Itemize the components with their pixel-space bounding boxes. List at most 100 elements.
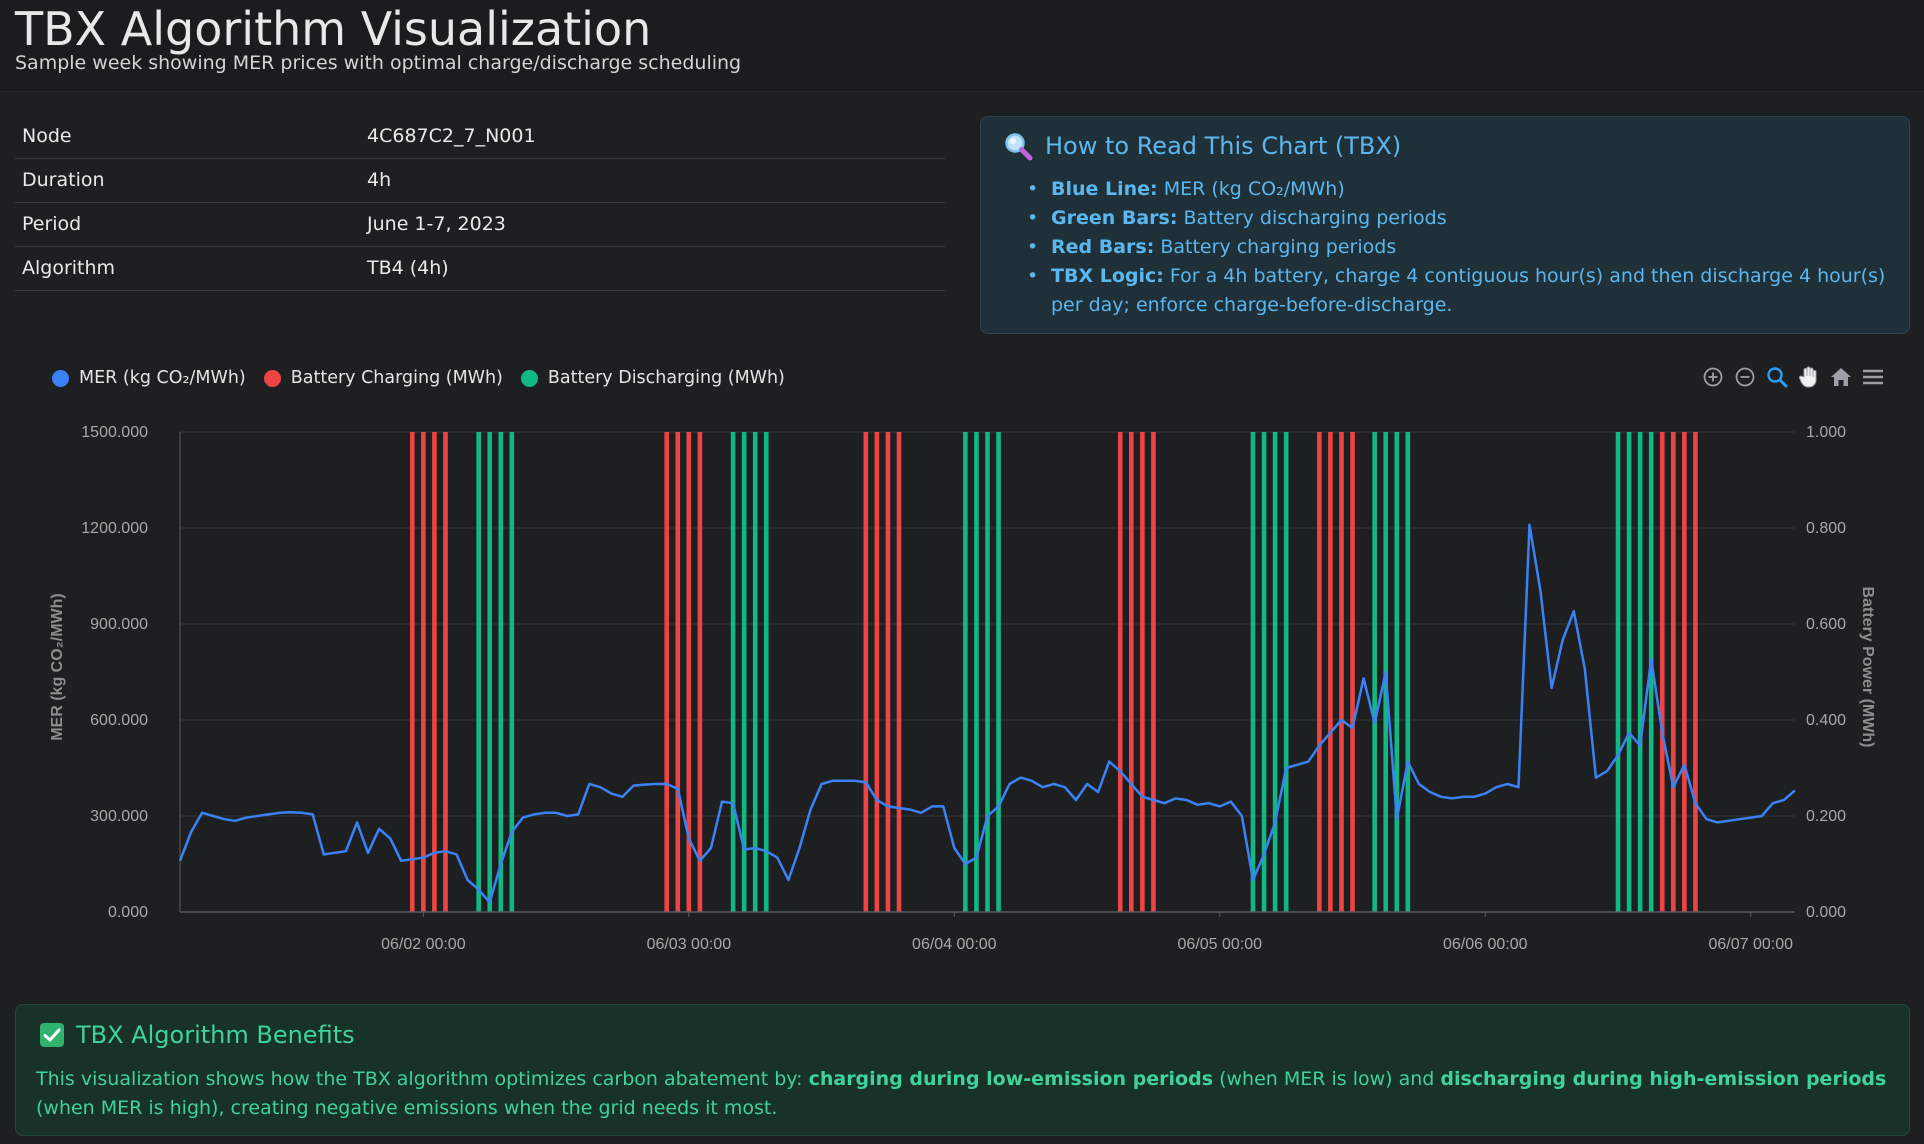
charging-bar	[421, 432, 426, 912]
legend-marker-mer	[52, 369, 69, 387]
legend-label-mer: MER (kg CO₂/MWh)	[79, 368, 246, 388]
y-tick-label-right: 0.200	[1806, 808, 1846, 825]
charging-bar	[1317, 432, 1322, 912]
y-tick-label-left: 1200.000	[81, 520, 148, 537]
benefits-text-part: (when MER is low) and	[1213, 1068, 1441, 1090]
info-table: Node 4C687C2_7_N001 Duration 4h Period J…	[15, 115, 945, 291]
legend-item-mer[interactable]: MER (kg CO₂/MWh)	[52, 368, 246, 388]
discharging-bar	[1615, 432, 1621, 912]
charging-bar	[1671, 432, 1676, 912]
pan-button[interactable]	[1796, 364, 1822, 390]
discharging-bar	[741, 432, 747, 912]
info-label: Algorithm	[22, 257, 116, 279]
info-label: Period	[22, 213, 82, 235]
info-value: 4h	[367, 169, 392, 191]
charging-bar	[409, 432, 415, 912]
page-subtitle: Sample week showing MER prices with opti…	[15, 52, 742, 74]
home-icon	[1831, 368, 1851, 386]
y-tick-label-left: 300.000	[90, 808, 148, 825]
list-item: Red Bars: Battery charging periods	[1027, 233, 1887, 262]
discharging-bar	[1626, 432, 1632, 912]
item-label: Green Bars:	[1051, 207, 1178, 229]
info-label: Duration	[22, 169, 105, 191]
y-axis-title-left: MER (kg CO₂/MWh)	[49, 593, 66, 741]
x-tick-label: 06/05 00:00	[1178, 936, 1263, 953]
page-header: TBX Algorithm Visualization Sample week …	[0, 0, 1924, 92]
x-tick-label: 06/07 00:00	[1708, 936, 1793, 953]
checkmark-icon	[40, 1023, 64, 1047]
reset-zoom-button[interactable]	[1828, 364, 1854, 390]
legend-marker-discharging	[520, 369, 538, 387]
magnifier-icon	[1005, 133, 1033, 161]
info-row-node: Node 4C687C2_7_N001	[15, 115, 945, 159]
charging-bar	[1682, 432, 1687, 912]
x-tick-label: 06/03 00:00	[647, 936, 732, 953]
charging-bar	[1117, 432, 1123, 912]
y-tick-label-right: 0.600	[1806, 616, 1846, 633]
charging-bar	[896, 432, 902, 912]
x-tick-label: 06/06 00:00	[1443, 936, 1528, 953]
discharging-bar	[1648, 432, 1654, 912]
charging-bar	[686, 432, 692, 912]
list-item: TBX Logic: For a 4h battery, charge 4 co…	[1027, 262, 1887, 320]
discharging-bar	[1272, 432, 1278, 912]
discharging-bar	[752, 432, 758, 912]
y-axis-title-right: Battery Power (MWh)	[1859, 587, 1876, 748]
discharging-bar	[509, 432, 515, 912]
item-label: Blue Line:	[1051, 178, 1158, 200]
how-to-read-title: How to Read This Chart (TBX)	[1045, 132, 1402, 160]
zoom-in-button[interactable]	[1700, 364, 1726, 390]
benefits-header: TBX Algorithm Benefits	[40, 1021, 355, 1049]
y-tick-label-right: 1.000	[1806, 424, 1846, 441]
info-row-algorithm: Algorithm TB4 (4h)	[15, 247, 945, 291]
discharging-bar	[996, 432, 1001, 912]
legend-item-charging[interactable]: Battery Charging (MWh)	[263, 368, 503, 388]
info-row-duration: Duration 4h	[15, 159, 945, 203]
charging-bar	[664, 432, 670, 912]
y-tick-label-right: 0.800	[1806, 520, 1846, 537]
mer-line	[178, 523, 1796, 904]
charging-bar	[1151, 432, 1156, 912]
page-title: TBX Algorithm Visualization	[15, 2, 652, 56]
item-text: For a 4h battery, charge 4 contiguous ho…	[1051, 265, 1886, 316]
mer-line-path	[178, 523, 1796, 904]
discharging-bar	[763, 432, 769, 912]
chart-toolbar	[1700, 364, 1892, 390]
benefits-text-part: This visualization shows how the TBX alg…	[36, 1068, 809, 1090]
discharging-bar	[1637, 432, 1643, 912]
list-item: Green Bars: Battery discharging periods	[1027, 204, 1887, 233]
benefits-text: This visualization shows how the TBX alg…	[36, 1065, 1891, 1123]
y-tick-label-left: 0.000	[108, 904, 148, 921]
x-tick-label: 06/02 00:00	[381, 936, 466, 953]
discharging-bar	[963, 432, 968, 912]
mer-battery-chart[interactable]: MER (kg CO₂/MWh) Battery Power (MWh) 0.0…	[0, 400, 1924, 970]
charging-bar	[1659, 432, 1665, 912]
item-text: MER (kg CO₂/MWh)	[1163, 178, 1345, 200]
legend-label-charging: Battery Charging (MWh)	[290, 368, 503, 388]
charging-bar	[1129, 432, 1134, 912]
charging-bar	[885, 432, 891, 912]
y-tick-label-right: 0.000	[1806, 904, 1846, 921]
y-tick-label-left: 600.000	[90, 712, 148, 729]
chart-menu-button[interactable]	[1860, 364, 1886, 390]
zoom-out-icon	[1735, 367, 1755, 387]
how-to-read-panel: How to Read This Chart (TBX) Blue Line: …	[980, 116, 1910, 334]
charging-bar	[874, 432, 880, 912]
discharging-bar	[974, 432, 979, 912]
legend-item-discharging[interactable]: Battery Discharging (MWh)	[520, 368, 785, 388]
list-item: Blue Line: MER (kg CO₂/MWh)	[1027, 175, 1887, 204]
discharging-bar	[985, 432, 990, 912]
y-tick-label-left: 1500.000	[81, 424, 148, 441]
charging-bar	[443, 432, 448, 912]
selection-zoom-button[interactable]	[1764, 364, 1790, 390]
zoom-in-icon	[1703, 367, 1723, 387]
zoom-out-button[interactable]	[1732, 364, 1758, 390]
item-label: TBX Logic:	[1051, 265, 1164, 287]
legend-marker-charging	[263, 369, 281, 387]
benefits-panel: TBX Algorithm Benefits This visualizatio…	[15, 1004, 1910, 1136]
item-text: Battery discharging periods	[1183, 207, 1447, 229]
info-value: June 1-7, 2023	[367, 213, 506, 235]
charging-bar	[697, 432, 703, 912]
discharging-bar	[730, 432, 736, 912]
discharging-bar	[1372, 432, 1377, 912]
